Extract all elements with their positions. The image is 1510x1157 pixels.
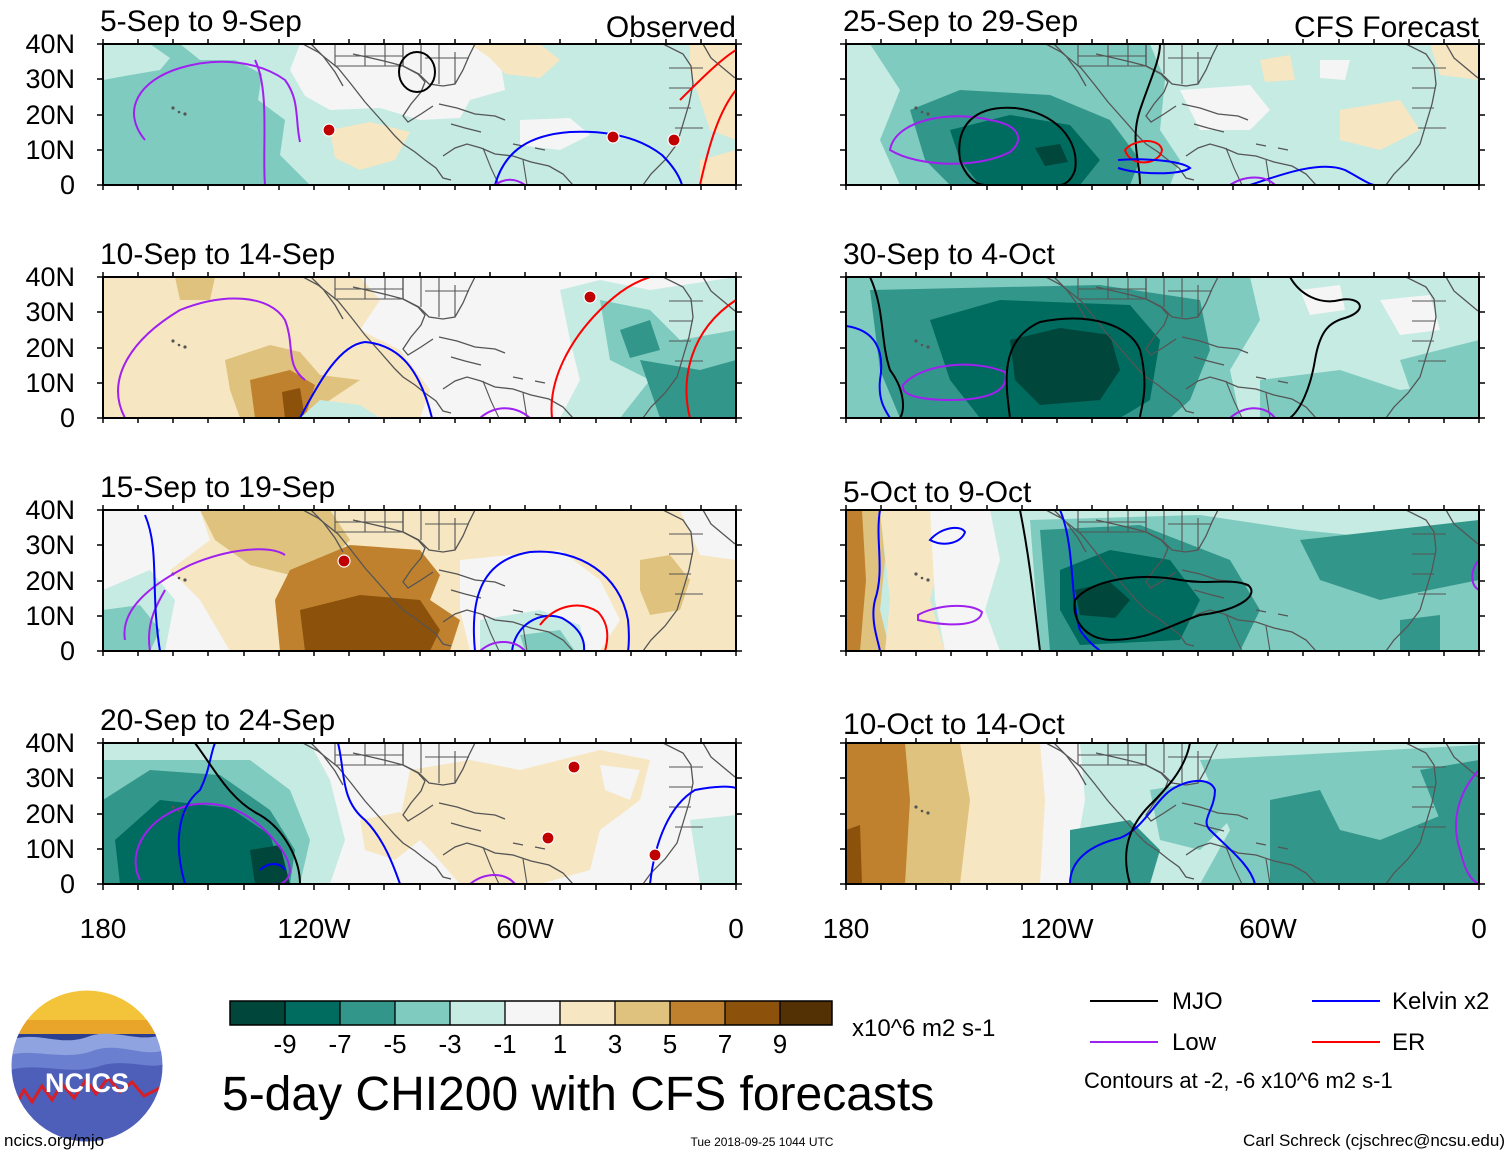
logo-text: NCICS [45,1068,129,1098]
colorbar-swatch [395,1001,450,1025]
colorbar-tick-label: 1 [553,1029,567,1059]
lon-label: 180 [823,913,870,944]
ncics-logo: NCICS [10,989,164,1143]
lat-label: 20N [25,799,75,829]
panel-title-3: 15-Sep to 19-Sep [100,471,335,504]
footer-timestamp: Tue 2018-09-25 1044 UTC [691,1135,834,1149]
panel-title-6: 30-Sep to 4-Oct [843,238,1055,271]
colorbar-swatch [505,1001,560,1025]
lat-label: 20N [25,333,75,363]
lat-label: 0 [60,636,75,666]
lat-label: 40N [25,728,75,758]
colorbar-swatch [450,1001,505,1025]
lat-label: 40N [25,495,75,525]
lat-label: 30N [25,64,75,94]
lat-labels-left: 40N 30N 20N 10N 0 40N 30N 20N 10N 0 40N … [25,29,75,899]
observed-header: Observed [606,11,736,44]
colorbar-units: x10^6 m2 s-1 [852,1015,995,1042]
colorbar-tick-label: -9 [273,1029,296,1059]
colorbar-tick-label: 5 [663,1029,677,1059]
colorbar-swatch [560,1001,615,1025]
lat-label: 30N [25,763,75,793]
colorbar-swatch [340,1001,395,1025]
colorbar-tick-label: -5 [383,1029,406,1059]
lat-label: 0 [60,170,75,200]
lat-label: 0 [60,403,75,433]
lon-label: 0 [1471,913,1487,944]
panel-title-5: 25-Sep to 29-Sep [843,5,1078,38]
colorbar-tick-label: -3 [438,1029,461,1059]
lat-label: 10N [25,135,75,165]
lat-label: 10N [25,601,75,631]
colorbar: -9 -7 -5 -3 -1 1 3 5 7 9 x10^6 m2 s-1 [229,1000,995,1059]
colorbar-swatch [670,1001,725,1025]
lat-label: 30N [25,297,75,327]
kelvin-legend-label: Kelvin x2 [1392,988,1489,1015]
lon-label: 120W [277,913,351,944]
lon-label: 0 [728,913,744,944]
lon-label: 60W [496,913,554,944]
colorbar-tick-label: 3 [608,1029,622,1059]
lat-label: 40N [25,29,75,59]
colorbar-swatch [780,1001,832,1025]
panel-title-8: 10-Oct to 14-Oct [843,708,1065,741]
panel-title-4: 20-Sep to 24-Sep [100,704,335,737]
lat-label: 20N [25,566,75,596]
footer-url: ncics.org/mjo [4,1131,104,1150]
lat-label: 0 [60,869,75,899]
low-legend-label: Low [1172,1029,1217,1056]
panel-title-7: 5-Oct to 9-Oct [843,476,1032,509]
footer-author: Carl Schreck (cjschrec@ncsu.edu) [1243,1131,1505,1150]
mjo-legend-label: MJO [1172,988,1223,1015]
contour-note: Contours at -2, -6 x10^6 m2 s-1 [1084,1068,1393,1093]
colorbar-tick-label: -1 [493,1029,516,1059]
lon-label: 180 [80,913,127,944]
colorbar-swatch [725,1001,780,1025]
lat-label: 30N [25,530,75,560]
er-legend-label: ER [1392,1029,1425,1056]
colorbar-swatch [230,1001,285,1025]
lat-label: 10N [25,368,75,398]
colorbar-tick-label: 7 [718,1029,732,1059]
lon-label: 60W [1239,913,1297,944]
contour-legend: MJO Low Kelvin x2 ER Contours at -2, -6 … [1084,988,1489,1093]
panel-title-2: 10-Sep to 14-Sep [100,238,335,271]
colorbar-swatch [615,1001,670,1025]
colorbar-tick-label: -7 [328,1029,351,1059]
main-title: 5-day CHI200 with CFS forecasts [222,1068,934,1121]
lat-label: 40N [25,262,75,292]
lat-label: 20N [25,100,75,130]
forecast-header: CFS Forecast [1294,11,1480,44]
colorbar-swatch [285,1001,340,1025]
lon-label: 120W [1020,913,1094,944]
panel-title-1: 5-Sep to 9-Sep [100,5,302,38]
lat-label: 10N [25,834,75,864]
colorbar-tick-label: 9 [773,1029,787,1059]
